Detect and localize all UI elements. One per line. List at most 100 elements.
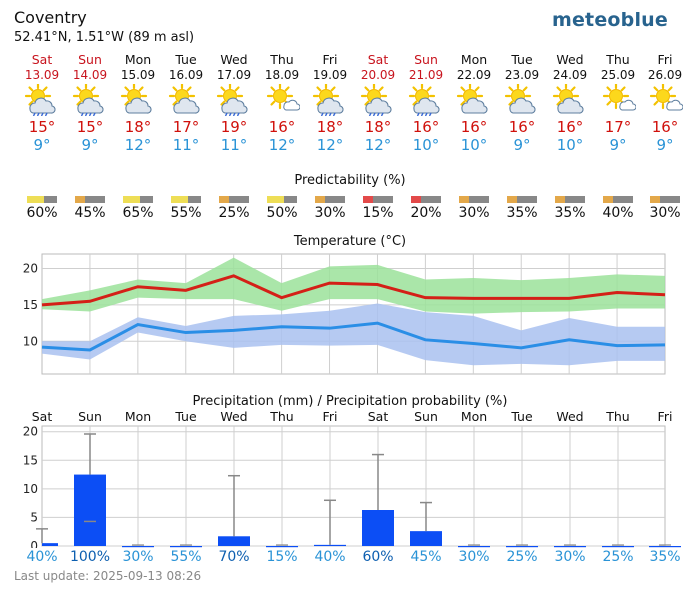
- precip-bar: [410, 531, 442, 546]
- precip-probability-value: 30%: [122, 549, 154, 565]
- predictability-bar: [363, 196, 373, 203]
- location-coords: 52.41°N, 1.51°W (89 m asl): [14, 30, 195, 45]
- predictability-bar-rest: [284, 196, 297, 203]
- precip-day-label: Tue: [175, 409, 197, 424]
- day-name: Sun: [78, 52, 102, 67]
- predictability-bar-rest: [373, 196, 393, 203]
- precip-day-label: Thu: [270, 409, 294, 424]
- day-tmax: 15°: [76, 118, 104, 136]
- precip-bar: [649, 546, 681, 548]
- predictability-value: 55%: [170, 205, 202, 221]
- sun-cloud-rain-icon: [66, 82, 114, 118]
- predictability-bar-rest: [660, 196, 680, 203]
- precip-bar: [554, 546, 586, 548]
- day-column: Thu 18.09 16° 12°: [258, 52, 306, 154]
- day-tmin: 10°: [412, 136, 440, 154]
- predictability-value: 35%: [506, 205, 538, 221]
- precip-bar: [506, 546, 538, 548]
- day-column: Thu 25.09 17° 9°: [594, 52, 642, 154]
- day-tmin: 12°: [364, 136, 392, 154]
- sun-cloud-rain-icon: [210, 82, 258, 118]
- predictability-value: 65%: [122, 205, 154, 221]
- precip-probability-value: 25%: [602, 549, 634, 565]
- precip-ytick-label: 15: [23, 453, 38, 467]
- predictability-value: 40%: [602, 205, 634, 221]
- predictability-bar: [315, 196, 325, 203]
- predictability-bar: [27, 196, 44, 203]
- precip-bar: [170, 546, 202, 548]
- temp-ytick-label: 10: [23, 334, 38, 348]
- precip-bar: [458, 546, 490, 548]
- day-date: 24.09: [552, 68, 588, 82]
- sun-cloud-icon: [498, 82, 546, 118]
- precip-probability-value: 70%: [218, 549, 250, 565]
- tmin-range-band: [42, 303, 665, 366]
- predictability-bar: [555, 196, 565, 203]
- day-column: Fri 19.09 18° 12°: [306, 52, 354, 154]
- brand-logo[interactable]: meteoblue: [551, 9, 668, 31]
- predictability-value: 30%: [458, 205, 490, 221]
- sun-small-cloud-icon: [594, 82, 642, 118]
- precip-probability-value: 60%: [362, 549, 394, 565]
- day-tmax: 17°: [172, 118, 200, 136]
- precip-probability-value: 30%: [554, 549, 586, 565]
- precip-day-label: Sun: [78, 409, 102, 424]
- predictability-bar-rest: [44, 196, 57, 203]
- day-column: Sat 13.09 15° 9°: [18, 52, 66, 154]
- day-tmin: 11°: [220, 136, 248, 154]
- predictability-value: 30%: [649, 205, 681, 221]
- precip-day-label: Mon: [124, 409, 152, 424]
- day-column: Wed 17.09 19° 11°: [210, 52, 258, 154]
- predictability-title: Predictability (%): [294, 173, 406, 188]
- predictability-bar-rest: [565, 196, 585, 203]
- predictability-value: 60%: [26, 205, 58, 221]
- predictability-bar: [650, 196, 660, 203]
- day-date: 19.09: [312, 68, 348, 82]
- day-date: 20.09: [360, 68, 396, 82]
- day-name: Sun: [414, 52, 438, 67]
- day-date: 16.09: [168, 68, 204, 82]
- predictability-bar-rest: [140, 196, 153, 203]
- predictability-value: 20%: [410, 205, 442, 221]
- day-tmax: 16°: [508, 118, 536, 136]
- last-update: Last update: 2025-09-13 08:26: [14, 569, 202, 583]
- day-tmax: 18°: [364, 118, 392, 136]
- sun-small-cloud-icon: [641, 82, 689, 118]
- precip-bar: [314, 544, 346, 547]
- predictability-bar: [507, 196, 517, 203]
- precip-bar: [602, 546, 634, 548]
- precip-ytick-label: 20: [23, 425, 38, 439]
- day-tmin: 12°: [268, 136, 296, 154]
- precipitation-chart: 0 5 10 15 20: [23, 425, 681, 548]
- predictability-bar-rest: [469, 196, 489, 203]
- predictability-bar: [123, 196, 140, 203]
- day-tmax: 19°: [220, 118, 248, 136]
- precip-day-label: Thu: [606, 409, 630, 424]
- day-name: Thu: [606, 52, 630, 67]
- precip-plot-area: [41, 425, 666, 547]
- predictability-value: 15%: [362, 205, 394, 221]
- predictability-bar-rest: [325, 196, 345, 203]
- predictability-bar: [171, 196, 188, 203]
- day-tmin: 12°: [124, 136, 152, 154]
- day-tmin: 9°: [609, 136, 627, 154]
- sun-cloud-icon: [546, 82, 594, 118]
- predictability-bar: [603, 196, 613, 203]
- tmax-line: [41, 274, 666, 307]
- precipitation-title: Precipitation (mm) / Precipitation proba…: [192, 394, 508, 409]
- day-tmin: 10°: [556, 136, 584, 154]
- day-name: Mon: [124, 52, 152, 67]
- day-date: 21.09: [408, 68, 444, 82]
- precip-day-label: Wed: [556, 409, 584, 424]
- predictability-value: 50%: [266, 205, 298, 221]
- precip-probability-value: 40%: [26, 549, 58, 565]
- day-tmax: 16°: [556, 118, 584, 136]
- day-name: Tue: [511, 52, 533, 67]
- day-column: Sun 14.09 15° 9°: [66, 52, 114, 154]
- precip-bar: [362, 510, 394, 546]
- day-tmin: 12°: [316, 136, 344, 154]
- day-column: Sat 20.09 18° 12°: [354, 52, 402, 154]
- precip-day-label: Wed: [220, 409, 248, 424]
- predictability-bar-rest: [229, 196, 249, 203]
- sun-cloud-icon: [114, 82, 162, 118]
